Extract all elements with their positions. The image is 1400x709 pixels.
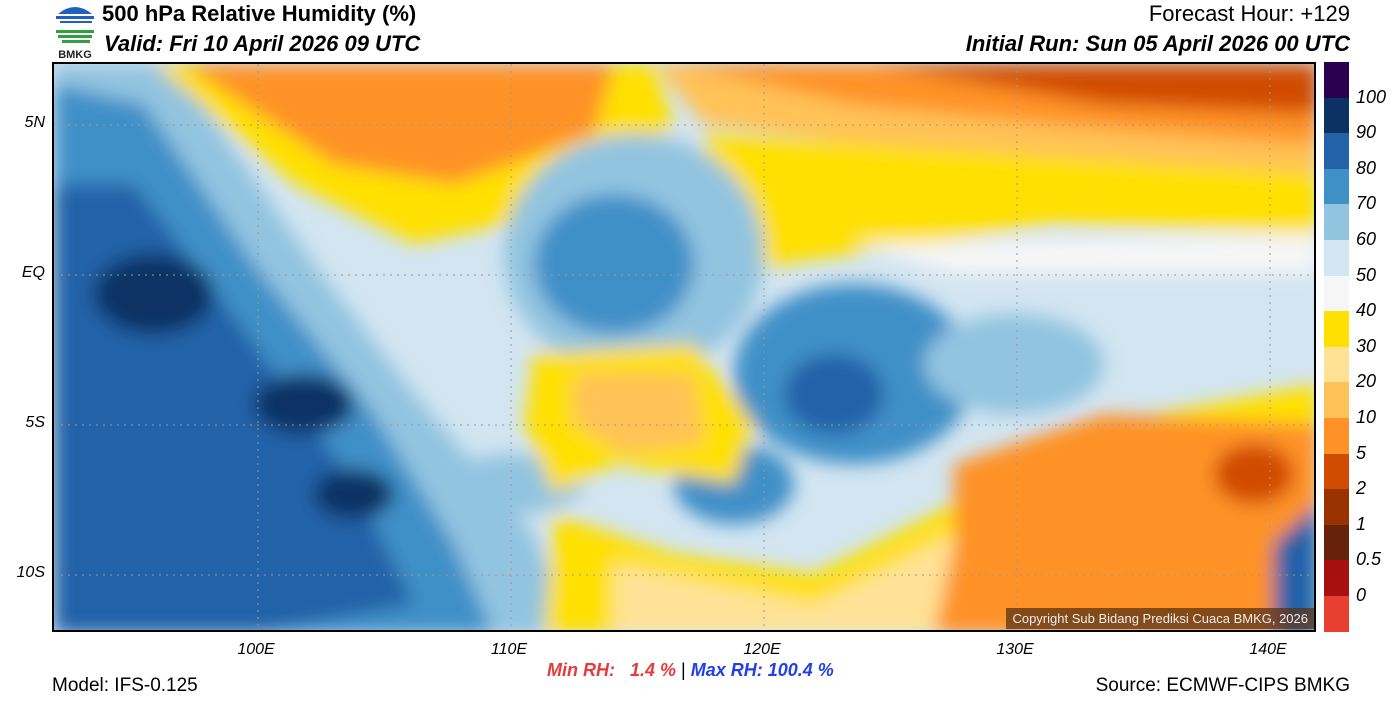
colorbar-swatch xyxy=(1324,133,1349,169)
min-rh-label: Min RH: xyxy=(547,660,615,680)
colorbar-swatch xyxy=(1324,275,1349,312)
colorbar-label: 70 xyxy=(1356,193,1377,214)
colorbar-label: 20 xyxy=(1356,371,1377,392)
colorbar-label: 5 xyxy=(1356,442,1367,463)
colorbar-label: 0 xyxy=(1356,585,1367,605)
colorbar-label: 10 xyxy=(1356,407,1377,427)
lon-label: 120E xyxy=(743,641,781,658)
colorbar-label: 0.5 xyxy=(1356,549,1382,570)
colorbar xyxy=(1324,62,1349,632)
min-max-rh: Min RH: 1.4 % | Max RH: 100.4 % xyxy=(547,660,834,681)
colorbar-swatch xyxy=(1324,239,1349,276)
colorbar-label: 80 xyxy=(1356,157,1377,178)
map-title: 500 hPa Relative Humidity (%) xyxy=(102,1,417,26)
colorbar-swatch xyxy=(1324,524,1349,561)
lat-label: 10S xyxy=(16,564,45,581)
colorbar-label: 30 xyxy=(1356,335,1377,356)
colorbar-label: 40 xyxy=(1356,300,1377,321)
colorbar-swatch xyxy=(1324,168,1349,205)
initial-run: Initial Run: Sun 05 April 2026 00 UTC xyxy=(965,31,1350,56)
lon-label: 130E xyxy=(996,641,1034,658)
colorbar-label: 60 xyxy=(1356,229,1377,249)
lon-label: 100E xyxy=(237,641,275,658)
model-label: Model: IFS-0.125 xyxy=(52,675,198,696)
colorbar-label: 100 xyxy=(1356,86,1387,107)
lat-label: 5N xyxy=(24,114,45,131)
colorbar-label: 2 xyxy=(1356,478,1367,499)
svg-text:BMKG: BMKG xyxy=(58,49,92,60)
colorbar-swatch xyxy=(1324,489,1349,525)
lon-label: 110E xyxy=(490,641,528,658)
colorbar-swatch xyxy=(1324,204,1349,240)
colorbar-swatch xyxy=(1324,453,1349,490)
valid-time: Valid: Fri 10 April 2026 09 UTC xyxy=(104,31,421,56)
lon-label: 140E xyxy=(1249,641,1287,658)
colorbar-label: 90 xyxy=(1356,122,1377,143)
colorbar-label: 50 xyxy=(1356,264,1377,285)
colorbar-swatch xyxy=(1324,97,1349,134)
colorbar-swatch xyxy=(1324,382,1349,418)
min-rh-value: 1.4 % xyxy=(630,660,677,680)
colorbar-swatch xyxy=(1324,560,1349,596)
separator: | xyxy=(681,660,686,680)
copyright-label: Copyright Sub Bidang Prediksi Cuaca BMKG… xyxy=(1006,608,1314,629)
lat-label: EQ xyxy=(21,264,45,281)
humidity-map: Copyright Sub Bidang Prediksi Cuaca BMKG… xyxy=(52,62,1316,632)
colorbar-swatch xyxy=(1324,346,1349,383)
colorbar-label: 1 xyxy=(1356,513,1367,534)
colorbar-swatch xyxy=(1324,311,1349,347)
source-label: Source: ECMWF-CIPS BMKG xyxy=(1095,675,1350,696)
colorbar-swatch xyxy=(1324,62,1349,98)
lat-label: 5S xyxy=(25,414,45,431)
forecast-hour: Forecast Hour: +129 xyxy=(1148,1,1350,26)
colorbar-swatch xyxy=(1324,417,1349,454)
max-rh: Max RH: 100.4 % xyxy=(690,660,834,680)
bmkg-logo: BMKG xyxy=(56,7,94,60)
colorbar-swatch xyxy=(1324,595,1349,632)
